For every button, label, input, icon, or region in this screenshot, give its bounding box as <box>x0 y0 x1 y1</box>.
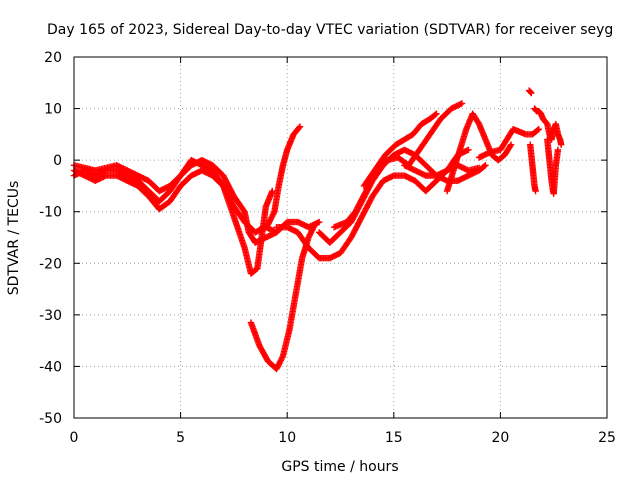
x-tick-labels: 0 5 10 15 20 25 <box>70 430 616 446</box>
series-trace-15 <box>527 141 539 194</box>
y-tick-label: 10 <box>44 102 62 118</box>
plot-frame <box>74 57 607 418</box>
x-tick-label: 10 <box>278 430 296 446</box>
y-tick-label: -30 <box>39 308 62 324</box>
y-tick-label: -10 <box>39 205 62 221</box>
y-tick-labels: -50 -40 -30 -20 -10 0 10 20 <box>39 50 62 427</box>
chart-title: Day 165 of 2023, Sidereal Day-to-day VTE… <box>47 22 613 38</box>
x-axis-label: GPS time / hours <box>281 459 398 475</box>
series-trace-8 <box>331 100 465 230</box>
y-axis-label: SDTVAR / TECUs <box>6 181 22 296</box>
y-tick-label: 0 <box>53 153 62 169</box>
y-tick-label: -40 <box>39 359 62 375</box>
y-tick-label: -50 <box>39 411 62 427</box>
x-tick-label: 5 <box>176 430 185 446</box>
data-markers <box>71 87 565 372</box>
series-trace-13 <box>526 87 535 96</box>
series-trace-6 <box>273 147 471 262</box>
x-tick-label: 25 <box>598 430 616 446</box>
series-trace-16 <box>544 136 561 197</box>
grid-lines <box>74 57 607 418</box>
x-tick-label: 20 <box>491 430 509 446</box>
sdtvar-chart: 0 5 10 15 20 25 -50 -40 -30 -20 -10 0 10 20 Day 165 … <box>0 0 640 480</box>
y-tick-label: 20 <box>44 50 62 66</box>
y-tick-label: -20 <box>39 256 62 272</box>
axis-ticks <box>74 57 607 418</box>
x-tick-label: 15 <box>385 430 403 446</box>
x-tick-label: 0 <box>70 430 79 446</box>
series-trace-1 <box>71 157 280 246</box>
